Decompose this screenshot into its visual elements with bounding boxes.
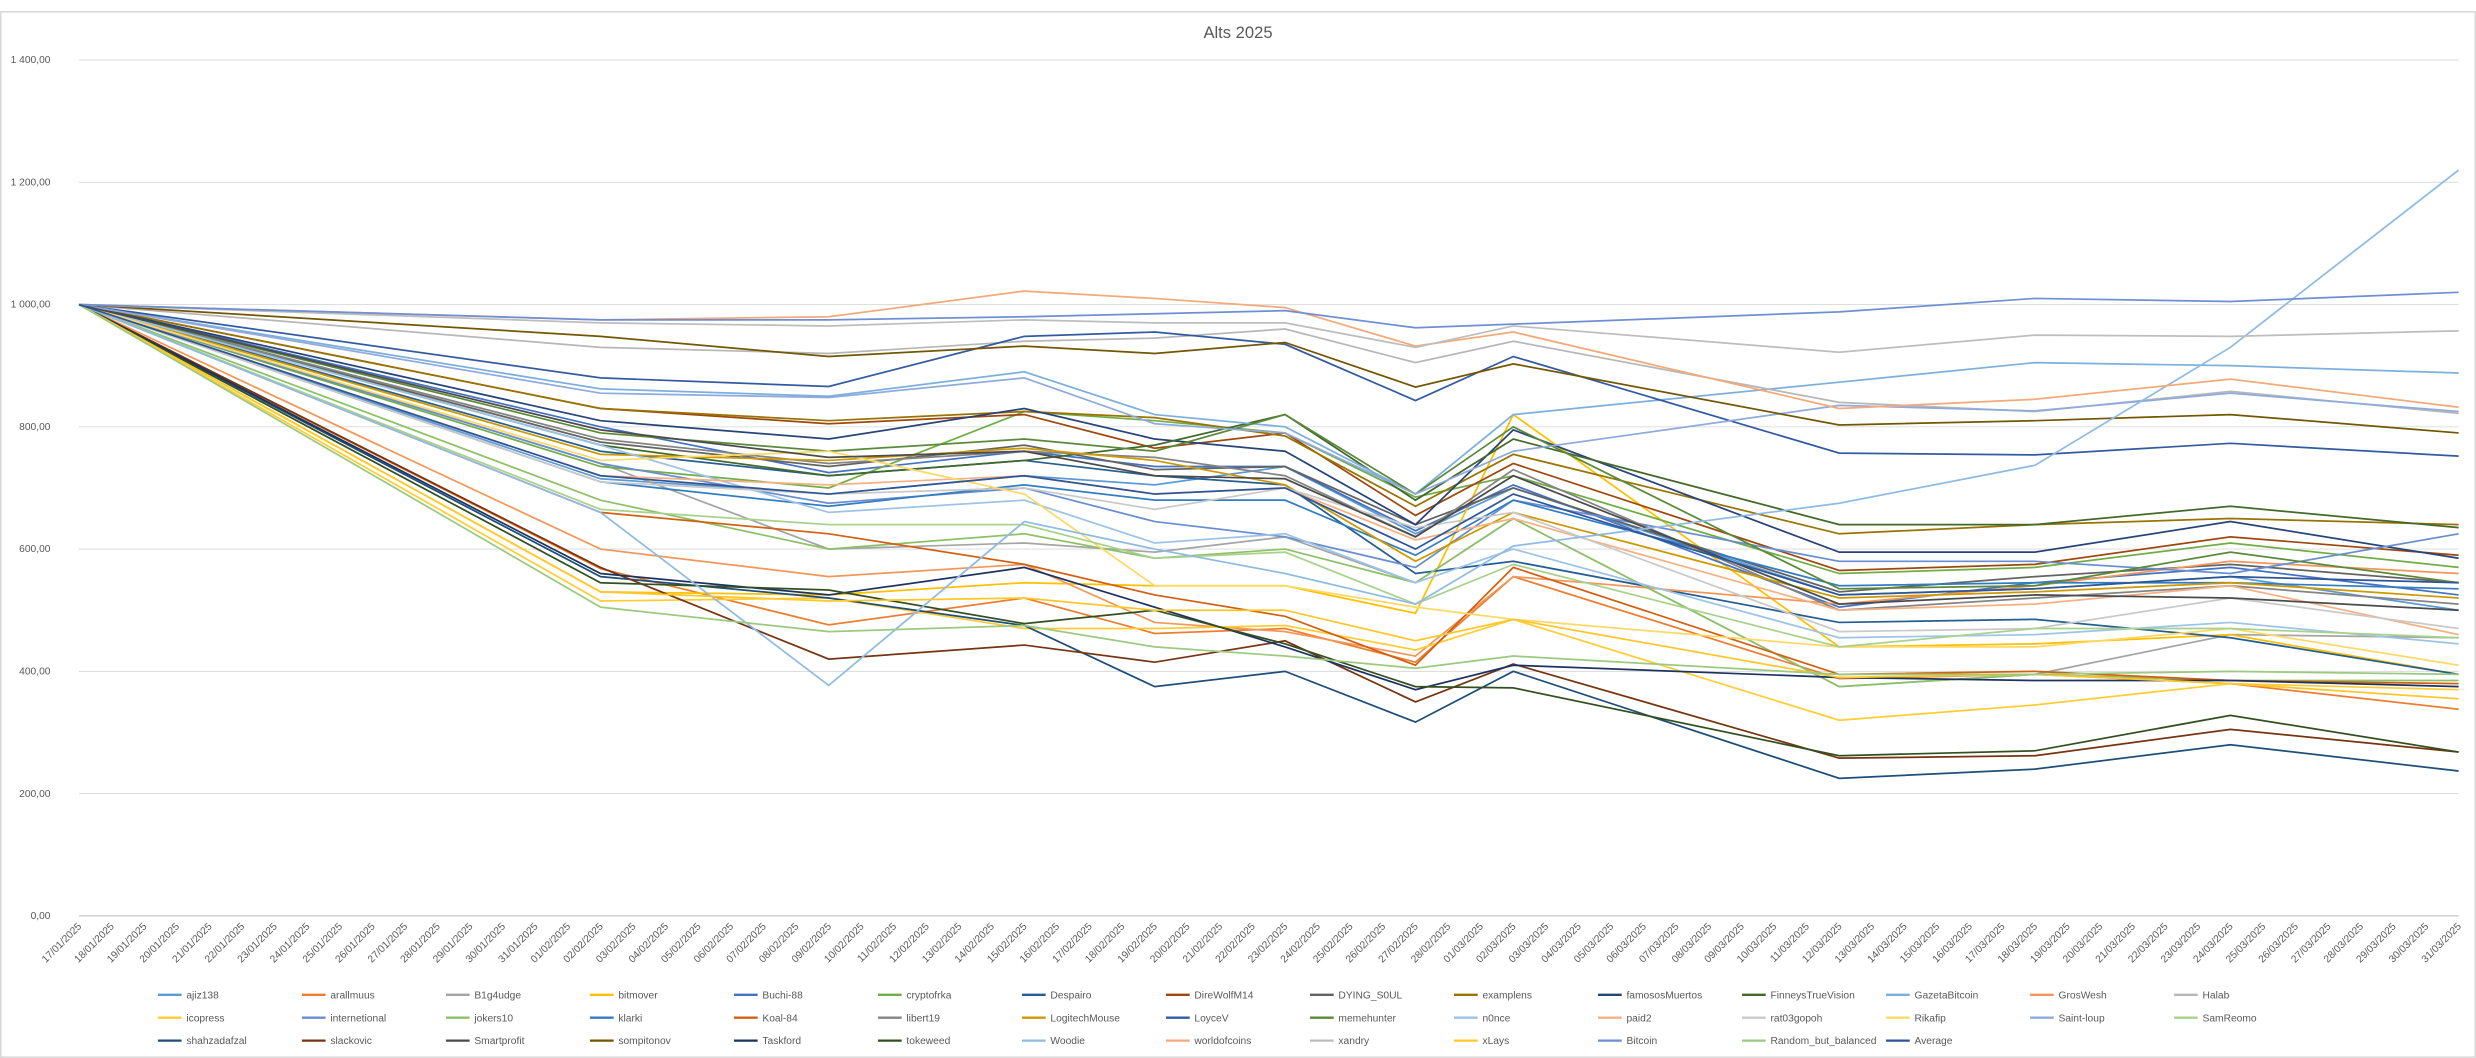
series-line — [78, 303, 2459, 354]
series-line — [78, 303, 2459, 636]
y-tick-label: 1 400,00 — [11, 55, 51, 66]
legend-label: FinneysTrueVision — [1770, 990, 1855, 1001]
legend-label: GrosWesh — [2058, 990, 2107, 1001]
y-tick-label: 0,00 — [31, 911, 51, 922]
series-line — [78, 303, 2459, 722]
series-line — [78, 303, 2459, 645]
legend-label: examplens — [1482, 990, 1532, 1001]
legend-label: ajiz138 — [186, 990, 219, 1001]
chart-border — [0, 11, 2476, 1058]
legend-label: klarki — [618, 1013, 642, 1024]
legend-label: bitmover — [618, 990, 658, 1001]
y-tick-label: 1 200,00 — [11, 177, 51, 188]
series-line — [78, 303, 2459, 434]
legend-label: famososMuertos — [1626, 990, 1702, 1001]
legend-label: icopress — [186, 1013, 224, 1024]
series-line — [78, 303, 2459, 685]
legend-label: Random_but_balanced — [1770, 1036, 1876, 1047]
legend-label: xandry — [1338, 1036, 1370, 1047]
y-tick-label: 200,00 — [19, 789, 51, 800]
legend-label: Rikafip — [1914, 1013, 1946, 1024]
series-line — [78, 303, 2459, 575]
series-line — [78, 303, 2459, 691]
legend-label: jokers10 — [473, 1013, 513, 1024]
legend-label: n0nce — [1482, 1013, 1510, 1024]
series-line — [78, 303, 2459, 496]
series-line — [78, 303, 2459, 590]
series-line — [78, 303, 2459, 596]
series-line — [78, 303, 2459, 458]
chart-title: Alts 2025 — [1203, 23, 1272, 42]
series-line — [78, 303, 2459, 648]
legend-label: Taskford — [762, 1036, 801, 1047]
series-line — [78, 303, 2459, 599]
series-line — [78, 303, 2459, 560]
series-line — [78, 303, 2459, 760]
legend-label: Buchi-88 — [762, 990, 803, 1001]
legend-label: worldofcoins — [1193, 1036, 1251, 1047]
legend-label: libert19 — [906, 1013, 940, 1024]
series-line — [78, 303, 2459, 496]
legend-label: Koal-84 — [762, 1013, 798, 1024]
y-tick-label: 400,00 — [19, 667, 51, 678]
legend-label: cryptofrka — [906, 990, 951, 1001]
legend-label: LoyceV — [1194, 1013, 1228, 1024]
y-tick-label: 800,00 — [19, 422, 51, 433]
series-line — [78, 303, 2459, 657]
series-line — [78, 303, 2459, 590]
legend-label: tokeweed — [906, 1036, 950, 1047]
legend-label: memehunter — [1338, 1013, 1396, 1024]
legend-label: rat03gopoh — [1770, 1013, 1822, 1024]
legend-label: internetional — [330, 1013, 386, 1024]
series-line — [78, 303, 2459, 676]
series-line — [78, 303, 2459, 535]
series-line — [78, 303, 2459, 688]
legend-label: Woodie — [1050, 1036, 1085, 1047]
legend-label: paid2 — [1626, 1013, 1651, 1024]
legend-label: SamReomo — [2203, 1013, 2257, 1024]
legend-label: xLays — [1482, 1036, 1509, 1047]
legend-label: shahzadafzal — [186, 1036, 246, 1047]
legend-label: LogitechMouse — [1050, 1013, 1120, 1024]
series-line — [78, 291, 2459, 329]
legend-label: DireWolfM14 — [1194, 990, 1253, 1001]
legend-label: B1g4udge — [474, 990, 521, 1001]
series-line — [78, 303, 2459, 529]
series-line — [78, 303, 2459, 593]
legend-label: sompitonov — [618, 1036, 671, 1047]
legend-label: Halab — [2203, 990, 2230, 1001]
legend-label: Average — [1914, 1036, 1952, 1047]
legend-label: arallmuus — [330, 990, 374, 1001]
series-line — [78, 169, 2460, 687]
series-line — [78, 303, 2459, 612]
legend-label: Smartprofit — [474, 1036, 524, 1047]
series-line — [78, 303, 2459, 700]
legend-label: GazetaBitcoin — [1914, 990, 1978, 1001]
legend-label: Saint-loup — [2058, 1013, 2104, 1024]
legend-label: DYING_S0UL — [1338, 990, 1402, 1001]
y-tick-label: 1 000,00 — [11, 300, 51, 311]
legend-label: Bitcoin — [1626, 1036, 1657, 1047]
series-line — [78, 290, 2459, 410]
legend-label: Despairo — [1050, 990, 1091, 1001]
y-tick-label: 600,00 — [19, 544, 51, 555]
series-line — [78, 303, 2459, 757]
series-line — [78, 303, 2459, 572]
legend-label: slackovic — [330, 1036, 372, 1047]
series-line — [78, 303, 2459, 676]
series-line — [78, 303, 2459, 780]
